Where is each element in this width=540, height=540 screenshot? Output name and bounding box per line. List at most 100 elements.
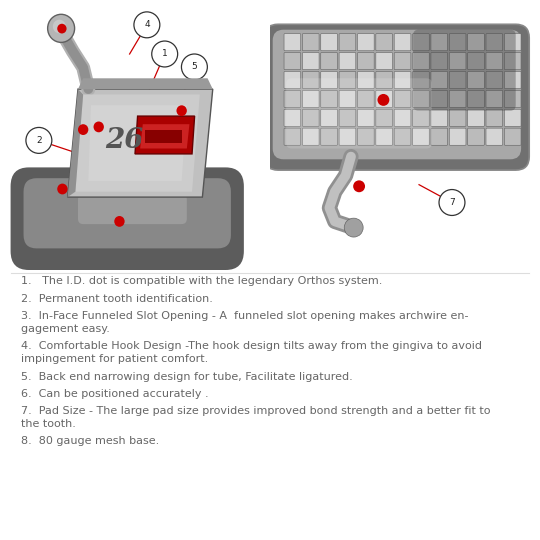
FancyBboxPatch shape xyxy=(394,33,411,51)
FancyBboxPatch shape xyxy=(273,30,521,159)
Circle shape xyxy=(57,24,66,33)
FancyBboxPatch shape xyxy=(376,109,393,126)
Text: 7: 7 xyxy=(449,198,455,207)
FancyBboxPatch shape xyxy=(486,128,503,145)
FancyBboxPatch shape xyxy=(357,128,374,145)
FancyBboxPatch shape xyxy=(339,71,356,89)
FancyBboxPatch shape xyxy=(284,90,301,107)
FancyBboxPatch shape xyxy=(302,109,319,126)
FancyBboxPatch shape xyxy=(321,71,338,89)
FancyBboxPatch shape xyxy=(468,128,484,145)
FancyBboxPatch shape xyxy=(486,109,503,126)
FancyBboxPatch shape xyxy=(431,90,448,107)
FancyBboxPatch shape xyxy=(394,128,411,145)
Polygon shape xyxy=(78,78,213,89)
FancyBboxPatch shape xyxy=(357,90,374,107)
FancyBboxPatch shape xyxy=(413,90,429,107)
FancyBboxPatch shape xyxy=(468,71,484,89)
FancyBboxPatch shape xyxy=(321,109,338,126)
Circle shape xyxy=(177,105,187,116)
FancyBboxPatch shape xyxy=(413,128,429,145)
Ellipse shape xyxy=(18,167,231,265)
Circle shape xyxy=(26,127,52,153)
FancyBboxPatch shape xyxy=(339,128,356,145)
Polygon shape xyxy=(76,94,200,192)
Polygon shape xyxy=(135,116,194,154)
FancyBboxPatch shape xyxy=(376,33,393,51)
FancyBboxPatch shape xyxy=(431,71,448,89)
Text: 3: 3 xyxy=(34,204,39,213)
FancyBboxPatch shape xyxy=(486,52,503,70)
Text: 5: 5 xyxy=(192,63,197,71)
Circle shape xyxy=(134,12,160,38)
Circle shape xyxy=(57,184,68,194)
Text: 2.  Permanent tooth identification.: 2. Permanent tooth identification. xyxy=(21,294,212,304)
FancyBboxPatch shape xyxy=(78,194,187,224)
FancyBboxPatch shape xyxy=(413,30,516,111)
FancyBboxPatch shape xyxy=(357,109,374,126)
FancyBboxPatch shape xyxy=(302,52,319,70)
Text: 6: 6 xyxy=(158,214,164,222)
FancyBboxPatch shape xyxy=(449,90,466,107)
FancyBboxPatch shape xyxy=(24,178,231,248)
FancyBboxPatch shape xyxy=(431,33,448,51)
Circle shape xyxy=(78,124,89,135)
FancyBboxPatch shape xyxy=(339,90,356,107)
Text: 8: 8 xyxy=(413,46,418,55)
FancyBboxPatch shape xyxy=(321,33,338,51)
FancyBboxPatch shape xyxy=(431,109,448,126)
Text: 2: 2 xyxy=(36,136,42,145)
FancyBboxPatch shape xyxy=(357,52,374,70)
Polygon shape xyxy=(140,124,190,148)
FancyBboxPatch shape xyxy=(504,128,521,145)
FancyBboxPatch shape xyxy=(394,52,411,70)
Circle shape xyxy=(24,195,50,221)
FancyBboxPatch shape xyxy=(394,109,411,126)
FancyBboxPatch shape xyxy=(284,71,301,89)
Text: 3.  In-Face Funneled Slot Opening - A  funneled slot opening makes archwire en-: 3. In-Face Funneled Slot Opening - A fun… xyxy=(21,311,468,321)
Circle shape xyxy=(403,38,429,64)
FancyBboxPatch shape xyxy=(504,33,521,51)
FancyBboxPatch shape xyxy=(321,52,338,70)
FancyBboxPatch shape xyxy=(302,33,319,51)
Circle shape xyxy=(353,180,365,192)
Circle shape xyxy=(93,122,104,132)
Circle shape xyxy=(181,54,207,80)
FancyBboxPatch shape xyxy=(394,71,411,89)
FancyBboxPatch shape xyxy=(376,52,393,70)
FancyBboxPatch shape xyxy=(284,52,301,70)
FancyBboxPatch shape xyxy=(468,109,484,126)
FancyBboxPatch shape xyxy=(286,78,432,148)
FancyBboxPatch shape xyxy=(284,109,301,126)
Text: 8.  80 gauge mesh base.: 8. 80 gauge mesh base. xyxy=(21,436,159,447)
FancyBboxPatch shape xyxy=(394,90,411,107)
FancyBboxPatch shape xyxy=(486,71,503,89)
FancyBboxPatch shape xyxy=(376,128,393,145)
Circle shape xyxy=(53,19,66,33)
Text: impingement for patient comfort.: impingement for patient comfort. xyxy=(21,354,208,364)
FancyBboxPatch shape xyxy=(11,167,244,270)
FancyBboxPatch shape xyxy=(265,24,529,170)
FancyBboxPatch shape xyxy=(284,128,301,145)
Circle shape xyxy=(48,14,75,43)
Circle shape xyxy=(152,41,178,67)
FancyBboxPatch shape xyxy=(376,90,393,107)
FancyBboxPatch shape xyxy=(486,33,503,51)
FancyBboxPatch shape xyxy=(357,33,374,51)
FancyBboxPatch shape xyxy=(321,128,338,145)
FancyBboxPatch shape xyxy=(431,52,448,70)
FancyBboxPatch shape xyxy=(449,52,466,70)
FancyBboxPatch shape xyxy=(339,52,356,70)
FancyBboxPatch shape xyxy=(413,52,429,70)
FancyBboxPatch shape xyxy=(284,33,301,51)
FancyBboxPatch shape xyxy=(413,109,429,126)
Polygon shape xyxy=(145,130,181,143)
Polygon shape xyxy=(68,89,213,197)
FancyBboxPatch shape xyxy=(339,109,356,126)
FancyBboxPatch shape xyxy=(413,71,429,89)
FancyBboxPatch shape xyxy=(468,52,484,70)
FancyBboxPatch shape xyxy=(413,33,429,51)
Text: 1.   The I.D. dot is compatible with the legendary Orthos system.: 1. The I.D. dot is compatible with the l… xyxy=(21,276,382,287)
FancyBboxPatch shape xyxy=(431,128,448,145)
FancyBboxPatch shape xyxy=(302,90,319,107)
